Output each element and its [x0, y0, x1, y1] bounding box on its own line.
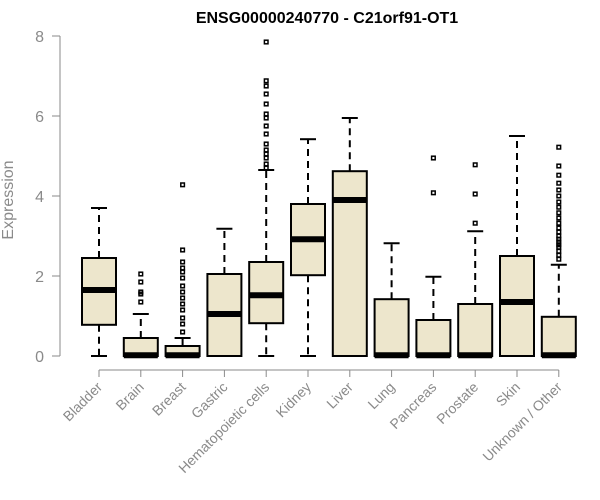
outlier-point — [263, 78, 269, 84]
outlier-point — [556, 204, 562, 210]
outlier-point — [472, 220, 478, 226]
outlier-point — [556, 242, 562, 248]
x-tick-label-kidney: Kidney — [273, 379, 315, 421]
outlier-point — [263, 151, 269, 157]
outlier-point — [263, 111, 269, 117]
box-gastric — [206, 227, 243, 357]
outlier-point — [556, 248, 562, 254]
box-bladder — [81, 207, 117, 357]
chart-title: ENSG00000240770 - C21orf91-OT1 — [196, 10, 458, 27]
outlier-point — [556, 233, 562, 239]
outlier-point — [263, 141, 269, 147]
outlier-point — [430, 190, 436, 196]
outlier-point — [263, 91, 269, 97]
y-tick-label: 6 — [35, 109, 44, 126]
outlier-point — [556, 172, 562, 178]
outlier-point — [180, 275, 186, 281]
y-tick-label: 2 — [35, 269, 44, 286]
box-breast — [164, 182, 201, 359]
x-tick-label-unknown-other: Unknown / Other — [479, 379, 565, 465]
x-tick-label-prostate: Prostate — [433, 379, 481, 427]
outlier-point — [263, 115, 269, 121]
box-skin — [499, 135, 535, 357]
outlier-point — [180, 182, 186, 188]
iqr-box — [373, 298, 410, 358]
outlier-point — [138, 271, 144, 277]
outlier-point — [263, 83, 269, 89]
outlier-point — [180, 315, 186, 321]
outlier-point — [430, 155, 436, 161]
outlier-point — [556, 163, 562, 169]
outlier-point — [556, 187, 562, 193]
outlier-point — [556, 220, 562, 226]
outlier-point — [180, 259, 186, 265]
y-tick-label: 8 — [35, 29, 44, 46]
x-tick-label-liver: Liver — [323, 379, 356, 412]
outlier-point — [180, 265, 186, 271]
outlier-point — [180, 295, 186, 301]
y-tick-label: 4 — [35, 189, 44, 206]
box-lung — [373, 242, 410, 359]
outlier-point — [556, 210, 562, 216]
box-liver — [331, 117, 368, 357]
iqr-box — [415, 319, 452, 357]
outlier-point — [263, 165, 269, 171]
x-tick-label-skin: Skin — [493, 379, 524, 410]
outlier-point — [180, 301, 186, 307]
x-tick-label-brain: Brain — [112, 379, 146, 413]
box-unknown-other — [540, 144, 577, 359]
outlier-point — [556, 229, 562, 235]
outlier-point — [556, 193, 562, 199]
outlier-point — [263, 123, 269, 129]
y-axis-label: Expression — [0, 160, 17, 239]
outlier-point — [556, 252, 562, 258]
outlier-point — [472, 191, 478, 197]
iqr-box — [540, 315, 577, 357]
outlier-point — [180, 283, 186, 289]
outlier-point — [138, 289, 144, 295]
y-axis: 0 2 4 6 8 — [35, 29, 61, 366]
x-tick-label-bladder: Bladder — [60, 379, 106, 425]
x-tick-label-breast: Breast — [149, 379, 189, 419]
box-hematopoietic-cells — [248, 39, 285, 357]
outlier-point — [138, 299, 144, 305]
box-prostate — [457, 162, 494, 359]
box-series — [81, 39, 577, 359]
outlier-point — [180, 247, 186, 253]
outlier-point — [180, 329, 186, 335]
iqr-box — [499, 255, 535, 357]
outlier-point — [472, 162, 478, 168]
outlier-point — [180, 289, 186, 295]
outlier-point — [180, 307, 186, 313]
outlier-point — [138, 279, 144, 285]
outlier-point — [556, 225, 562, 231]
outlier-point — [263, 147, 269, 153]
outlier-point — [263, 161, 269, 167]
outlier-point — [180, 269, 186, 275]
outlier-point — [556, 144, 562, 150]
outlier-point — [556, 180, 562, 186]
box-brain — [122, 271, 159, 359]
outlier-point — [556, 199, 562, 205]
outlier-point — [263, 131, 269, 137]
outlier-point — [556, 239, 562, 245]
iqr-box — [457, 303, 494, 357]
x-tick-label-lung: Lung — [364, 379, 397, 412]
outlier-point — [180, 321, 186, 327]
y-tick-label: 0 — [35, 349, 44, 366]
outlier-point — [263, 39, 269, 45]
outlier-point — [556, 215, 562, 221]
box-kidney — [290, 138, 326, 357]
outlier-point — [263, 155, 269, 161]
outlier-point — [263, 101, 269, 107]
outlier-point — [556, 256, 562, 262]
box-pancreas — [415, 155, 452, 359]
